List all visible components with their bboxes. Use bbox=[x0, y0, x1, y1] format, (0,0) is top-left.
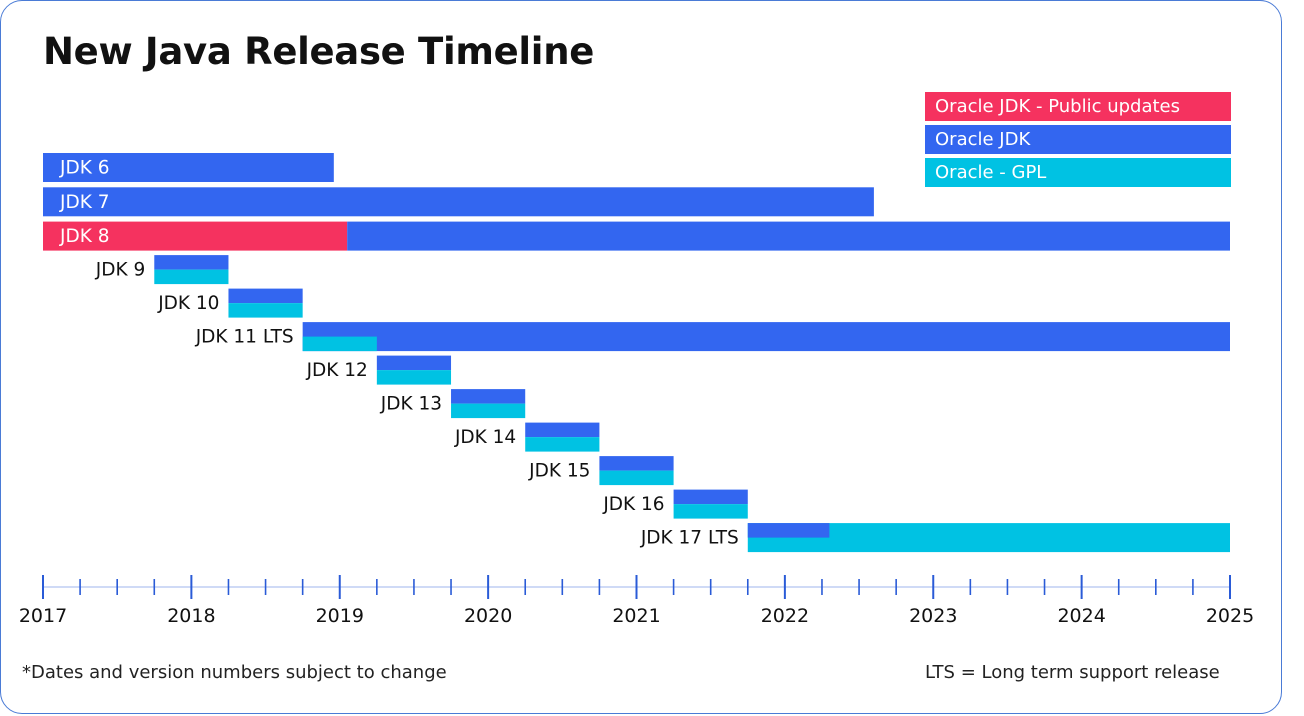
page-title: New Java Release Timeline bbox=[43, 30, 595, 73]
jdk-17-lts-bar-oracle-jdk bbox=[747, 523, 830, 538]
jdk-14-bar-gpl bbox=[525, 437, 600, 452]
jdk-10-bar-oracle-jdk bbox=[228, 288, 303, 304]
x-tick-label-2023: 2023 bbox=[909, 605, 957, 627]
footnote: *Dates and version numbers subject to ch… bbox=[22, 662, 447, 683]
lts-note: LTS = Long term support release bbox=[925, 662, 1220, 683]
x-tick-label-2018: 2018 bbox=[167, 605, 215, 627]
jdk-8-bar-oracle-jdk bbox=[347, 221, 1230, 251]
jdk-13-bar-oracle-jdk bbox=[451, 389, 526, 404]
jdk-7-label: JDK 7 bbox=[59, 192, 109, 213]
jdk-13-bar-gpl bbox=[451, 403, 526, 419]
jdk-8-bar-public-updates bbox=[43, 221, 348, 251]
jdk-10-bar-gpl bbox=[228, 303, 303, 318]
jdk-13-label: JDK 13 bbox=[380, 394, 442, 415]
jdk-6-bar-oracle-jdk bbox=[43, 153, 334, 182]
jdk-16-bar-oracle-jdk bbox=[673, 489, 748, 505]
jdk-6-label: JDK 6 bbox=[59, 158, 109, 179]
x-tick-label-2017: 2017 bbox=[19, 605, 67, 627]
jdk-15-bar-oracle-jdk bbox=[599, 456, 674, 471]
jdk-11-lts-bar-oracle-jdk bbox=[302, 322, 1230, 352]
jdk-15-bar-gpl bbox=[599, 470, 674, 486]
x-tick-label-2020: 2020 bbox=[464, 605, 512, 627]
legend-item-public-updates: Oracle JDK - Public updates bbox=[925, 92, 1231, 121]
x-tick-label-2022: 2022 bbox=[761, 605, 809, 627]
jdk-12-label: JDK 12 bbox=[306, 360, 368, 381]
jdk-7-bar-oracle-jdk bbox=[43, 187, 874, 217]
jdk-12-bar-gpl bbox=[376, 370, 452, 385]
legend-item-oracle-jdk: Oracle JDK bbox=[925, 125, 1231, 154]
jdk-16-label: JDK 16 bbox=[602, 494, 664, 515]
jdk-9-bar-oracle-jdk bbox=[154, 255, 229, 270]
release-labels: JDK 6 JDK 7 JDK 8 JDK 9 JDK 10 JDK 11 LTS JDK … bbox=[59, 158, 739, 549]
x-tick-label-2025: 2025 bbox=[1206, 605, 1254, 627]
jdk-10-label: JDK 10 bbox=[157, 293, 219, 314]
x-axis: 2017 2018 2019 2020 2021 2022 2023 2024 2025 bbox=[19, 575, 1254, 627]
jdk-9-label: JDK 9 bbox=[95, 260, 145, 281]
x-tick-label-2024: 2024 bbox=[1057, 605, 1105, 627]
jdk-16-bar-gpl bbox=[673, 504, 748, 519]
x-tick-label-2019: 2019 bbox=[316, 605, 364, 627]
release-bars bbox=[43, 153, 1230, 553]
jdk-15-label: JDK 15 bbox=[528, 461, 590, 482]
legend-item-gpl: Oracle - GPL bbox=[925, 158, 1231, 187]
legend: Oracle JDK - Public updates Oracle JDK O… bbox=[925, 92, 1231, 191]
jdk-14-label: JDK 14 bbox=[454, 427, 516, 448]
jdk-11-lts-bar-gpl bbox=[302, 336, 377, 352]
jdk-11-lts-label: JDK 11 LTS bbox=[195, 327, 294, 348]
x-tick-label-2021: 2021 bbox=[612, 605, 660, 627]
jdk-8-label: JDK 8 bbox=[59, 226, 109, 247]
jdk-17-lts-label: JDK 17 LTS bbox=[640, 528, 739, 549]
jdk-12-bar-oracle-jdk bbox=[376, 355, 452, 371]
jdk-14-bar-oracle-jdk bbox=[525, 422, 600, 438]
jdk-9-bar-gpl bbox=[154, 269, 229, 285]
